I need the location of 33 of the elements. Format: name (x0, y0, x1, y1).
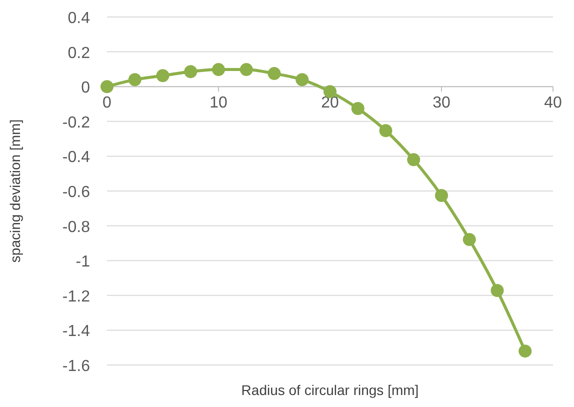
x-tick-label: 40 (544, 94, 562, 112)
point (435, 189, 448, 202)
point (100, 80, 114, 94)
y-tick-label: -1.2 (62, 288, 90, 306)
y-tick-label: 0.2 (68, 44, 90, 62)
y-tick-label: -0.8 (62, 218, 90, 236)
x-tick-label: 10 (210, 94, 228, 112)
y-tick-label: -1 (76, 254, 90, 271)
point (407, 153, 420, 166)
point (518, 344, 532, 358)
x-tick-label: 20 (321, 94, 339, 112)
point (240, 63, 253, 76)
y-tick-label: -0.2 (62, 114, 90, 132)
point (184, 65, 198, 78)
y-tick-label: 0.4 (68, 10, 90, 27)
y-tick-label: -1.4 (62, 323, 90, 340)
point (462, 233, 476, 246)
y-axis-title: spacing deviation [mm] (7, 119, 23, 263)
y-tick-label: -0.4 (62, 149, 90, 166)
point (351, 102, 364, 116)
point (296, 73, 309, 86)
point (268, 67, 281, 80)
y-tick-label: -1.6 (62, 358, 90, 375)
x-tick-label: 0 (102, 94, 112, 112)
point (379, 124, 392, 138)
x-axis-title: Radius of circular rings [mm] (241, 382, 419, 398)
point (156, 69, 170, 82)
y-tick-label: 0 (81, 80, 90, 97)
point (490, 284, 504, 298)
x-tick-label: 30 (432, 94, 450, 112)
point (212, 63, 225, 76)
point (128, 73, 142, 86)
y-tick-label: -0.6 (62, 184, 90, 201)
